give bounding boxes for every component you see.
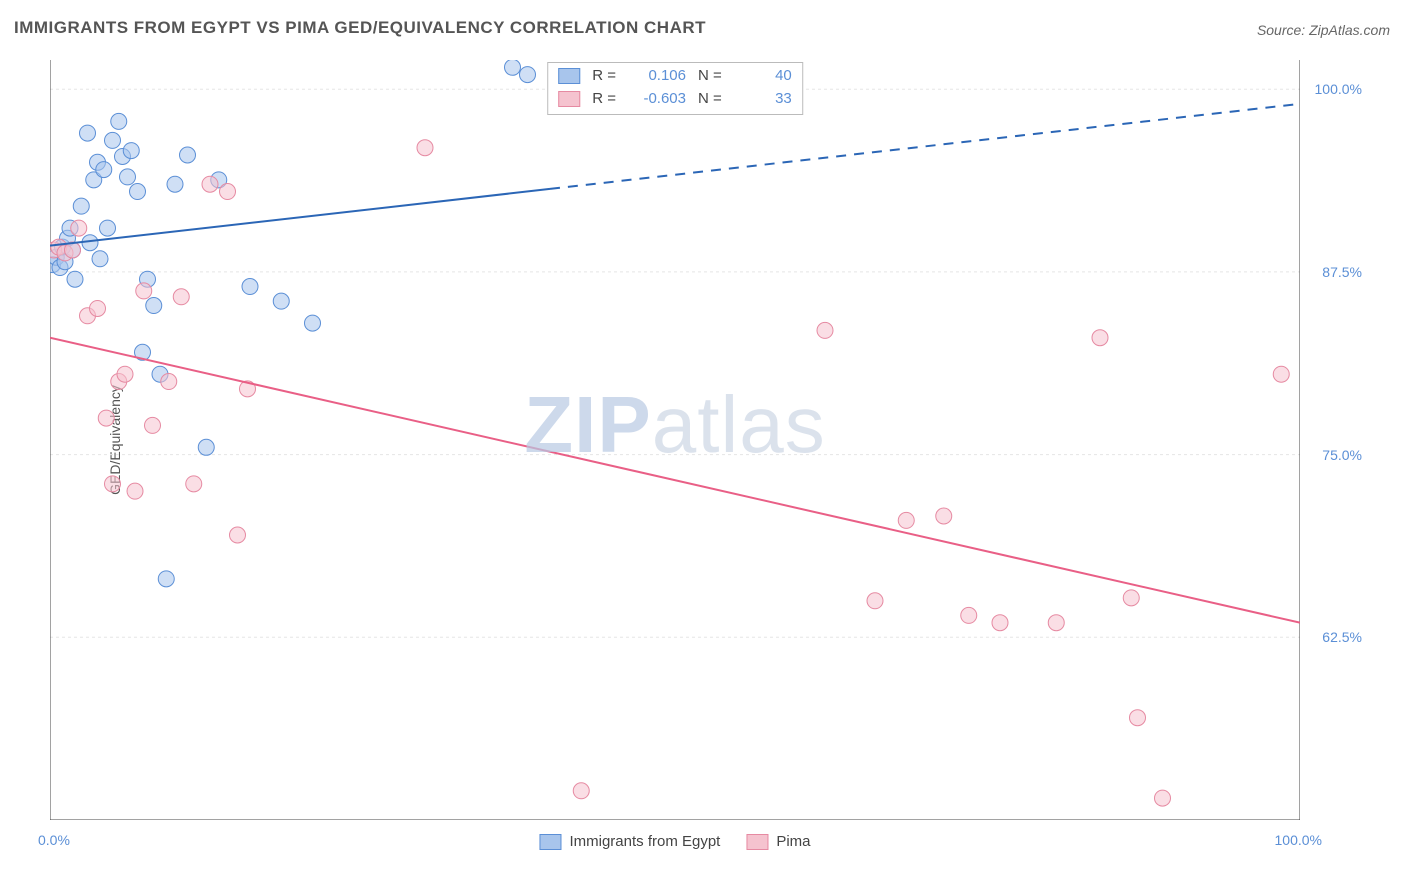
r-label-0: R = [592, 65, 616, 88]
series-legend: Immigrants from Egypt Pima [539, 833, 810, 850]
y-tick-label: 87.5% [1322, 264, 1362, 280]
r-value-0: 0.106 [628, 65, 686, 88]
legend-bottom-swatch-0 [539, 834, 561, 850]
n-value-0: 40 [734, 65, 792, 88]
y-tick-label: 75.0% [1322, 447, 1362, 463]
chart-title: IMMIGRANTS FROM EGYPT VS PIMA GED/EQUIVA… [14, 18, 706, 38]
n-label-0: N = [698, 65, 722, 88]
legend-row-series-0: R = 0.106 N = 40 [558, 65, 792, 88]
n-value-1: 33 [734, 88, 792, 111]
x-axis-right-label: 100.0% [1275, 832, 1322, 848]
legend-row-series-1: R = -0.603 N = 33 [558, 88, 792, 111]
scatter-plot-svg [50, 60, 1300, 820]
legend-bottom-swatch-1 [746, 834, 768, 850]
legend-item-1: Pima [746, 833, 810, 850]
legend-item-0: Immigrants from Egypt [539, 833, 720, 850]
y-tick-label: 100.0% [1315, 81, 1362, 97]
x-axis-left-label: 0.0% [38, 832, 70, 848]
legend-bottom-label-0: Immigrants from Egypt [569, 833, 720, 850]
correlation-legend: R = 0.106 N = 40 R = -0.603 N = 33 [547, 62, 803, 115]
y-tick-label: 62.5% [1322, 629, 1362, 645]
source-label: Source: ZipAtlas.com [1257, 22, 1390, 38]
n-label-1: N = [698, 88, 722, 111]
chart-container: IMMIGRANTS FROM EGYPT VS PIMA GED/EQUIVA… [0, 0, 1406, 892]
r-label-1: R = [592, 88, 616, 111]
plot-area: GED/Equivalency ZIPatlas R = 0.106 N = 4… [50, 60, 1300, 820]
r-value-1: -0.603 [628, 88, 686, 111]
legend-swatch-series-0 [558, 68, 580, 84]
legend-swatch-series-1 [558, 91, 580, 107]
legend-bottom-label-1: Pima [776, 833, 810, 850]
